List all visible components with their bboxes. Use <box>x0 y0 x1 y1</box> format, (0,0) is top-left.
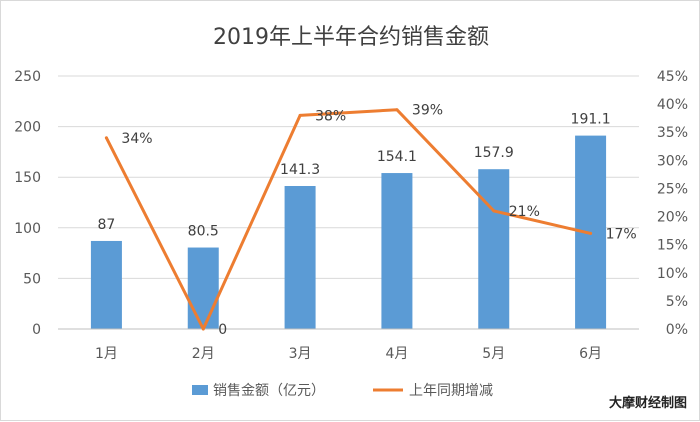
y-left-tick-label: 100 <box>14 221 41 237</box>
bar-data-label: 141.3 <box>280 162 320 178</box>
legend-bar-swatch <box>192 385 208 395</box>
x-tick-label: 3月 <box>289 346 312 362</box>
x-tick-label: 5月 <box>482 346 505 362</box>
y-right-tick-label: 35% <box>657 125 688 141</box>
y-left-tick-label: 50 <box>23 271 41 287</box>
growth-line <box>104 108 593 331</box>
bar-data-label: 80.5 <box>188 224 219 240</box>
y-right-tick-label: 0% <box>666 322 688 338</box>
y-right-tick-label: 25% <box>657 181 688 197</box>
y-right-tick-label: 45% <box>657 69 688 85</box>
bar-data-label: 154.1 <box>377 149 417 165</box>
bar-series <box>90 135 607 329</box>
bar-data-label: 191.1 <box>571 112 611 128</box>
watermark: 大摩财经制图 <box>609 395 687 411</box>
y-right-tick-label: 20% <box>657 210 688 226</box>
bar-data-label: 87 <box>98 217 116 233</box>
bar <box>90 240 122 329</box>
x-tick-label: 2月 <box>192 346 215 362</box>
y-left-tick-label: 0 <box>32 322 41 338</box>
line-data-label: 34% <box>121 131 152 147</box>
y-axis-right: 0% 5% 10% 15% 20% 25% 30% 35% 40% 45% <box>657 69 688 338</box>
x-tick-label: 4月 <box>385 346 408 362</box>
y-left-tick-label: 200 <box>14 120 41 136</box>
bar <box>478 169 510 329</box>
legend-bar-label: 销售金额（亿元） <box>213 383 325 399</box>
line-point <box>395 108 399 112</box>
line-data-label: 21% <box>509 204 540 220</box>
y-left-tick-label: 250 <box>14 69 41 85</box>
legend-line-label: 上年同期增减 <box>409 383 493 399</box>
line-data-label: 17% <box>606 226 637 242</box>
line-point <box>201 327 205 331</box>
line-data-label: 0 <box>218 322 227 338</box>
line-point <box>104 136 108 140</box>
bar <box>284 186 316 329</box>
y-right-tick-label: 15% <box>657 238 688 254</box>
y-right-tick-label: 10% <box>657 266 688 282</box>
chart-title: 2019年上半年合约销售金额 <box>213 25 489 50</box>
line-data-label: 39% <box>412 103 443 119</box>
bar <box>381 173 413 329</box>
y-left-tick-label: 150 <box>14 170 41 186</box>
line-data-labels: 34% 0 38% 39% 21% 17% <box>121 103 636 338</box>
x-tick-label: 1月 <box>95 346 118 362</box>
line-point <box>589 231 593 235</box>
bar-data-label: 157.9 <box>474 145 514 161</box>
line-point <box>298 113 302 117</box>
legend: 销售金额（亿元） 上年同期增减 <box>192 383 493 399</box>
x-axis: 1月 2月 3月 4月 5月 6月 <box>58 328 639 362</box>
line-data-label: 38% <box>315 108 346 124</box>
bar <box>187 247 219 329</box>
bar-data-labels: 87 80.5 141.3 154.1 157.9 191.1 <box>98 112 611 240</box>
line-point <box>492 209 496 213</box>
y-right-tick-label: 5% <box>666 294 688 310</box>
y-axis-left: 0 50 100 150 200 250 <box>14 69 41 338</box>
line-series <box>104 108 593 331</box>
y-right-tick-label: 30% <box>657 153 688 169</box>
y-right-tick-label: 40% <box>657 97 688 113</box>
x-tick-label: 6月 <box>579 346 602 362</box>
